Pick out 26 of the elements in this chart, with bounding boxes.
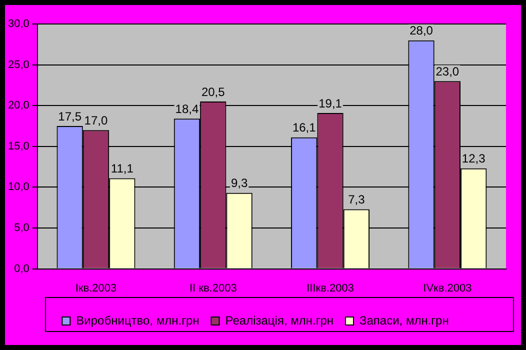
data-label: 9,3	[230, 176, 248, 190]
y-tick-label: 30,0	[8, 18, 30, 30]
y-tick-label: 0,0	[14, 262, 30, 275]
x-tick-label: IVкв.2003	[423, 282, 472, 294]
data-label: 12,3	[462, 152, 486, 166]
data-label: 18,4	[175, 102, 199, 116]
data-label: 16,1	[292, 120, 316, 135]
y-tick-label: 20,0	[8, 100, 30, 112]
data-label: 17,5	[58, 109, 82, 124]
legend-label: Виробництво, млн.грн	[76, 313, 200, 328]
x-tick-label: IIIкв.2003	[306, 282, 354, 294]
legend-label: Запаси, млн.грн	[360, 313, 449, 328]
x-tick-label: II кв.2003	[189, 282, 237, 294]
data-label: 20,5	[201, 84, 226, 99]
data-label: 7,3	[348, 192, 366, 207]
x-tick-label: Iкв.2003	[75, 282, 117, 294]
y-tick-label: 15,0	[8, 140, 30, 152]
y-tick-label: 5,0	[14, 222, 30, 234]
data-label: 17,0	[84, 113, 108, 128]
legend-label: Реалізація, млн.грн	[225, 313, 334, 328]
y-tick-label: 25,0	[8, 58, 30, 71]
y-tick-label: 10,0	[8, 181, 30, 194]
data-label: 28,0	[410, 24, 434, 38]
data-label: 11,1	[110, 162, 134, 176]
data-label: 23,0	[436, 64, 460, 78]
data-label: 19,1	[318, 96, 342, 110]
